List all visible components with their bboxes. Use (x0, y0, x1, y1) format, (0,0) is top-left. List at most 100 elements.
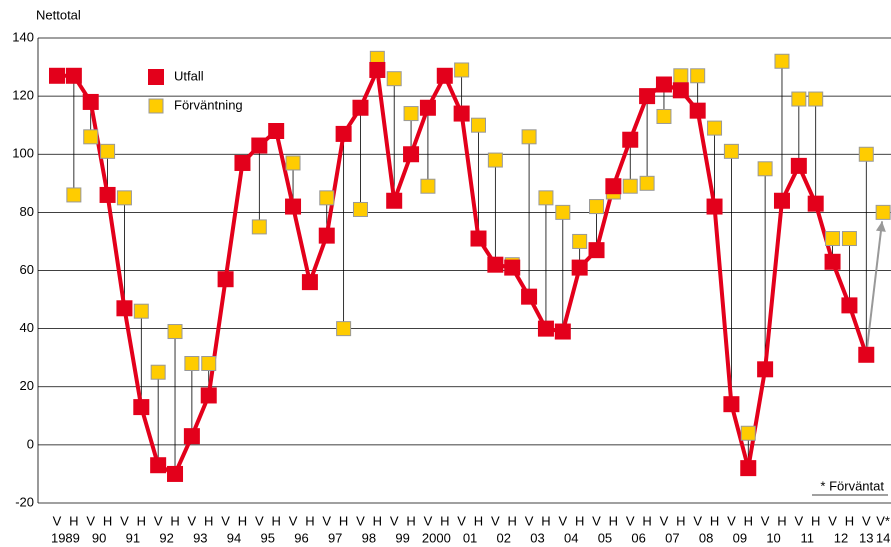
x-tick-label: H (744, 513, 753, 528)
expectation-point (572, 233, 588, 249)
year-label: 97 (328, 530, 342, 545)
x-tick-label: H (305, 513, 314, 528)
outcome-point (49, 67, 65, 84)
expectation-point (83, 129, 99, 145)
x-tick-label: H (137, 513, 146, 528)
outcome-point (352, 99, 369, 116)
outcome-point (150, 457, 167, 474)
x-tick-label: H (373, 513, 382, 528)
x-tick-label: H (238, 513, 247, 528)
x-tick-label: H (642, 513, 651, 528)
year-label: 96 (294, 530, 308, 545)
x-tick-label: V (188, 513, 197, 528)
x-tick-label: V (424, 513, 433, 528)
outcome-point (672, 82, 689, 99)
year-label: 98 (362, 530, 376, 545)
year-label: 2000 (422, 530, 451, 545)
year-label: 07 (665, 530, 679, 545)
x-tick-label: V (761, 513, 770, 528)
outcome-point (82, 93, 99, 110)
outcome-point (689, 102, 706, 119)
outcome-point (116, 300, 133, 317)
expectation-point (133, 303, 149, 319)
outcome-point (436, 67, 453, 84)
expectation-point (116, 190, 132, 206)
outcome-point (285, 198, 302, 215)
expectation-point (656, 108, 672, 124)
outcome-point (554, 323, 571, 340)
y-tick-label: 60 (20, 262, 34, 277)
year-label: 05 (598, 530, 612, 545)
x-tick-label: H (474, 513, 483, 528)
x-tick-label: V (828, 513, 837, 528)
outcome-point (537, 320, 554, 337)
expectation-point (774, 53, 790, 69)
legend-swatch (148, 69, 164, 85)
year-label: 09 (733, 530, 747, 545)
outcome-point (470, 230, 487, 247)
outcome-point (773, 192, 790, 209)
year-label: 10 (766, 530, 780, 545)
outcome-point (453, 105, 470, 122)
outcome-point (65, 67, 82, 84)
year-label: 04 (564, 530, 578, 545)
expectation-point (454, 62, 470, 78)
x-tick-label: H (845, 513, 854, 528)
year-label: 94 (227, 530, 241, 545)
x-tick-label: H (609, 513, 618, 528)
x-tick-label: V (120, 513, 129, 528)
outcome-point (655, 76, 672, 93)
expectation-point (150, 364, 166, 380)
y-axis-label: Nettotal (36, 7, 81, 22)
x-tick-label: V (457, 513, 466, 528)
expectation-point (521, 129, 537, 145)
expectation-point (791, 91, 807, 107)
x-tick-label: H (440, 513, 449, 528)
outcome-point (757, 361, 774, 378)
expectation-point (66, 187, 82, 203)
footnote: * Förväntat (820, 478, 884, 493)
expectation-point (825, 231, 841, 247)
outcome-point (858, 346, 875, 363)
x-tick-label: H (339, 513, 348, 528)
year-label: 02 (497, 530, 511, 545)
expectation-point (184, 356, 200, 371)
y-tick-label: -20 (15, 494, 34, 509)
x-tick-label: V (154, 513, 163, 528)
outcome-point (740, 460, 757, 477)
expectation-point (100, 143, 116, 159)
x-tick-label: V (221, 513, 230, 528)
year-label: 11 (801, 530, 815, 545)
outcome-point (386, 192, 403, 209)
outcome-point (403, 146, 420, 163)
x-tick-label: V (626, 513, 635, 528)
expectation-point (251, 219, 267, 235)
line (57, 67, 869, 476)
y-tick-label: 20 (20, 378, 34, 393)
x-tick-label: V (86, 513, 95, 528)
outcome-point (301, 274, 318, 291)
y-tick-label: 80 (20, 204, 34, 219)
year-label: 06 (631, 530, 645, 545)
x-tick-label: H (406, 513, 415, 528)
expectation-point (589, 199, 605, 215)
x-tick-label: H (777, 513, 786, 528)
expectation-point (757, 161, 773, 177)
year-label: 92 (159, 530, 173, 545)
expectation-point (707, 120, 723, 136)
x-tick-label: V (525, 513, 534, 528)
x-tick-label: H (508, 513, 517, 528)
outcome-point (521, 288, 538, 305)
x-tick-label: H (204, 513, 213, 528)
outcome-point (622, 131, 639, 148)
outcome-point (419, 99, 436, 116)
expectation-point (858, 146, 874, 162)
x-tick-label: H (710, 513, 719, 528)
outcome-point (133, 399, 150, 416)
outcome-point (723, 396, 740, 413)
x-tick-label: V (255, 513, 264, 528)
expectation-point (622, 178, 638, 194)
outcome-point (251, 137, 268, 154)
outcome-point (588, 242, 605, 259)
